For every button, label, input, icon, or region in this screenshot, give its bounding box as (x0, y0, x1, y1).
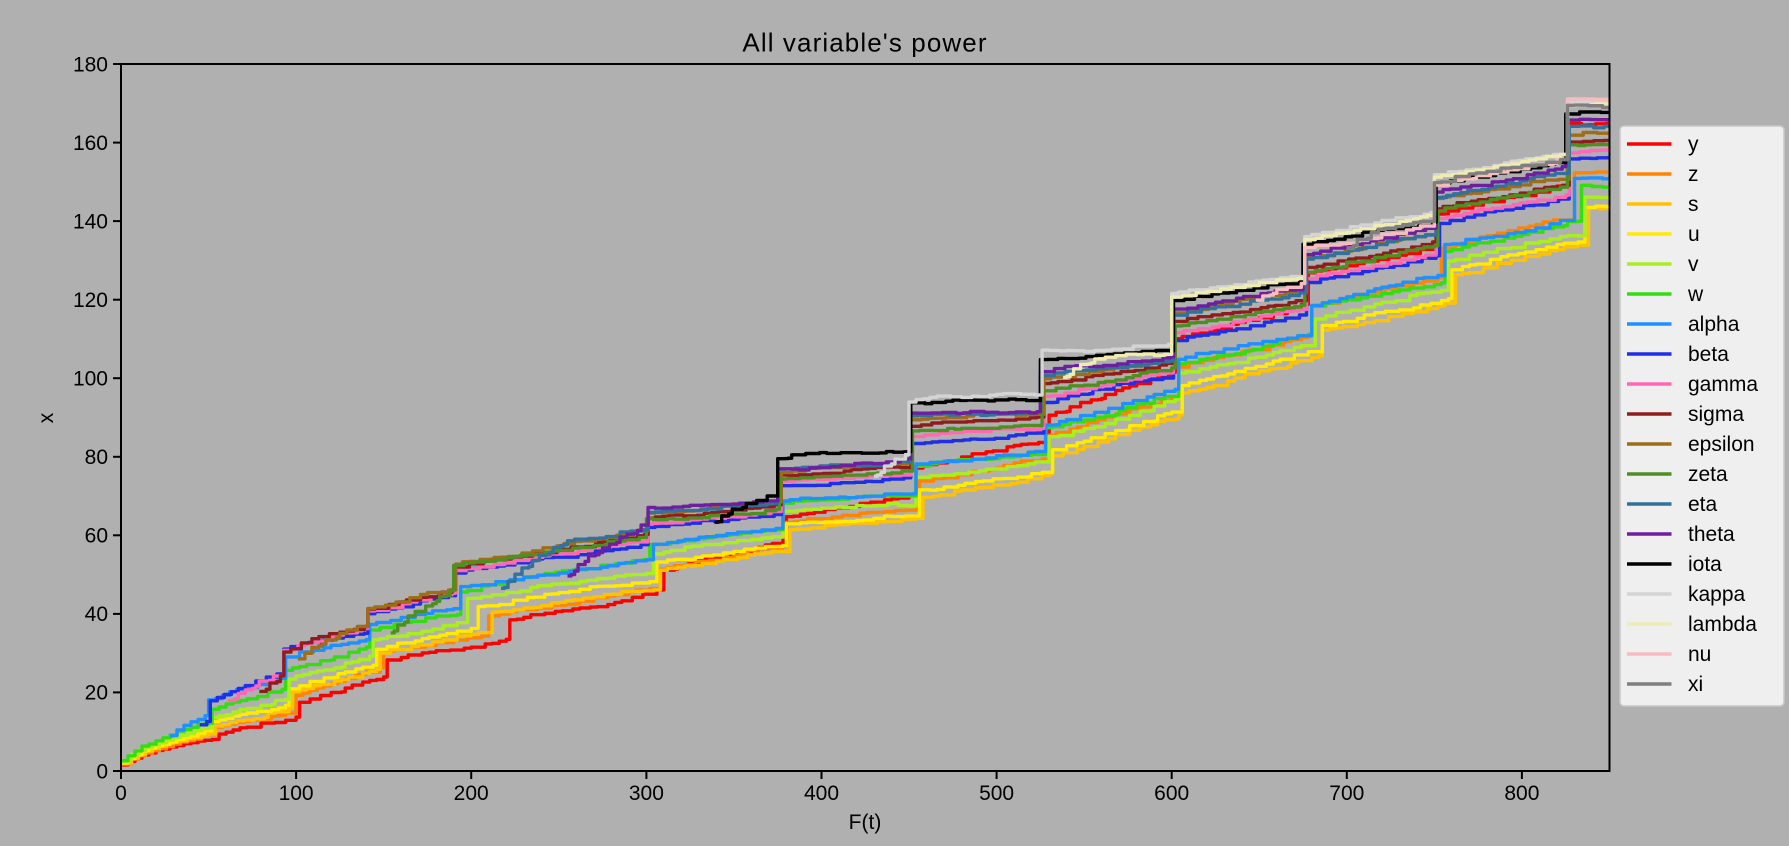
svg-text:300: 300 (629, 782, 664, 805)
svg-text:lambda: lambda (1688, 613, 1757, 636)
svg-text:800: 800 (1504, 782, 1539, 805)
svg-text:400: 400 (804, 782, 839, 805)
svg-text:gamma: gamma (1688, 373, 1758, 396)
svg-text:All variable's power: All variable's power (742, 28, 987, 58)
svg-text:0: 0 (96, 760, 108, 783)
svg-text:theta: theta (1688, 523, 1735, 546)
svg-text:z: z (1688, 163, 1699, 186)
svg-text:beta: beta (1688, 343, 1729, 366)
svg-text:nu: nu (1688, 643, 1711, 666)
svg-text:u: u (1688, 223, 1700, 246)
svg-text:v: v (1688, 253, 1699, 276)
svg-text:x: x (35, 412, 58, 423)
svg-text:y: y (1688, 133, 1699, 156)
svg-text:80: 80 (85, 446, 108, 469)
svg-text:600: 600 (1154, 782, 1189, 805)
svg-text:100: 100 (73, 368, 108, 391)
svg-text:200: 200 (454, 782, 489, 805)
svg-text:eta: eta (1688, 493, 1718, 516)
svg-text:0: 0 (115, 782, 127, 805)
svg-text:iota: iota (1688, 553, 1722, 576)
svg-text:alpha: alpha (1688, 313, 1740, 336)
svg-text:epsilon: epsilon (1688, 433, 1755, 456)
svg-text:w: w (1687, 283, 1704, 306)
svg-text:xi: xi (1688, 673, 1703, 696)
svg-text:700: 700 (1329, 782, 1364, 805)
svg-text:100: 100 (279, 782, 314, 805)
svg-text:140: 140 (73, 210, 108, 233)
svg-text:s: s (1688, 193, 1699, 216)
svg-text:zeta: zeta (1688, 463, 1728, 486)
svg-text:160: 160 (73, 132, 108, 155)
svg-text:kappa: kappa (1688, 583, 1746, 606)
svg-text:500: 500 (979, 782, 1014, 805)
svg-text:40: 40 (85, 603, 108, 626)
svg-text:F(t): F(t) (849, 811, 882, 834)
svg-text:20: 20 (85, 682, 108, 705)
svg-text:180: 180 (73, 53, 108, 76)
svg-text:sigma: sigma (1688, 403, 1744, 426)
svg-text:120: 120 (73, 289, 108, 312)
svg-text:60: 60 (85, 525, 108, 548)
